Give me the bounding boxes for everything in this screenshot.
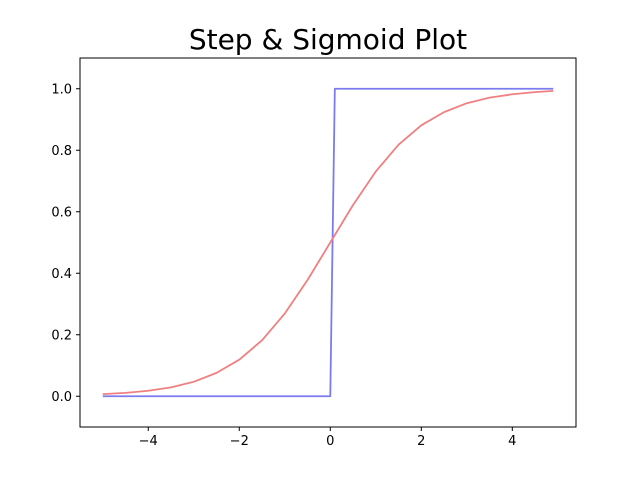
series-layer	[102, 87, 554, 398]
x-tick-label: 0	[326, 434, 334, 449]
y-tick-label: 0.4	[51, 267, 72, 282]
x-tick-label: −2	[230, 434, 249, 449]
y-tick-label: 0.2	[51, 328, 72, 343]
y-tick-label: 1.0	[51, 82, 72, 97]
plot-area-frame	[79, 57, 577, 428]
x-tick-label: 2	[417, 434, 425, 449]
y-axis-ticks: 0.0 0.2 0.4 0.6 0.8 1.0	[51, 82, 80, 405]
chart-title: Step & Sigmoid Plot	[189, 23, 467, 56]
series-line-2	[102, 90, 554, 395]
y-tick-label: 0.0	[51, 390, 72, 405]
x-tick-label: −4	[139, 434, 158, 449]
x-axis-ticks: −4 −2 0 2 4	[139, 427, 516, 449]
y-tick-label: 0.8	[51, 144, 72, 159]
series-line-1	[102, 87, 554, 398]
x-tick-label: 4	[508, 434, 516, 449]
y-tick-label: 0.6	[51, 205, 72, 220]
